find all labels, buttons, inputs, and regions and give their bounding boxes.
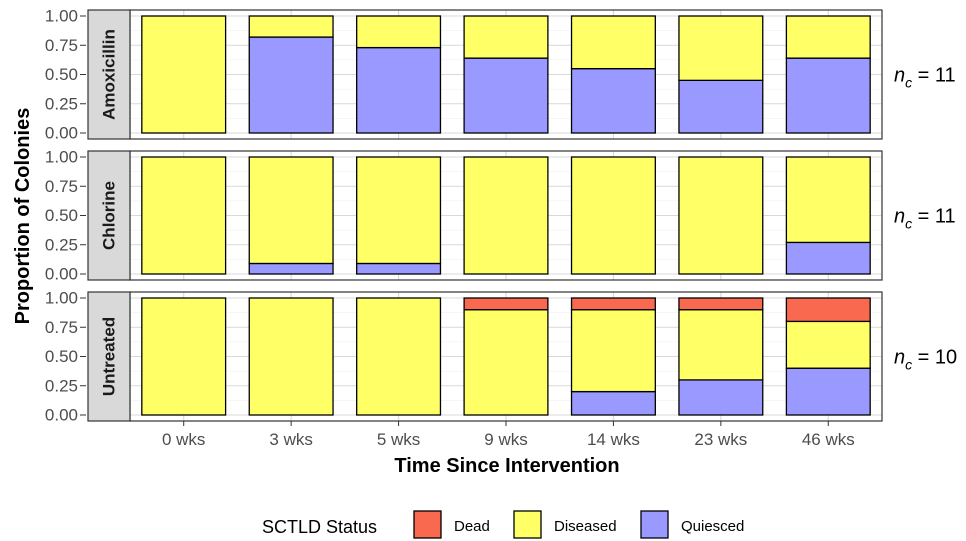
y-tick-label: 0.25 — [45, 94, 78, 113]
bar-diseased — [141, 15, 227, 134]
bar-quiesced — [248, 36, 334, 134]
x-tick-label: 3 wks — [269, 430, 312, 449]
legend-title: SCTLD Status — [262, 517, 377, 537]
bar-diseased — [248, 15, 334, 38]
bar-diseased — [570, 309, 656, 393]
y-axis-title: Proportion of Colonies — [12, 108, 34, 325]
bar-diseased — [248, 156, 334, 265]
legend: SCTLD Status Dead Diseased Quiesced — [262, 510, 744, 539]
bar-diseased — [463, 156, 549, 275]
bar-diseased — [678, 156, 764, 275]
legend-label: Dead — [454, 518, 490, 535]
y-tick-label: 0.00 — [45, 406, 78, 425]
bar-diseased — [248, 297, 334, 416]
x-tick-label: 46 wks — [802, 430, 855, 449]
bar-diseased — [463, 15, 549, 59]
legend-label: Diseased — [554, 518, 617, 535]
y-tick-label: 0.75 — [45, 318, 78, 337]
panel-chlorine: Chlorine 0.00 0.25 0.50 0.75 1.00 nc = 11 — [45, 148, 956, 284]
facet-strip — [87, 9, 131, 140]
bar-quiesced — [570, 68, 656, 134]
bar-diseased — [785, 320, 871, 369]
x-tick-label: 23 wks — [694, 430, 747, 449]
y-tick-label: 0.50 — [45, 65, 78, 84]
y-tick-label: 0.25 — [45, 376, 78, 395]
bar-quiesced — [356, 262, 442, 275]
y-tick-label: 1.00 — [45, 148, 78, 167]
x-tick-label: 9 wks — [484, 430, 527, 449]
bar-diseased — [785, 156, 871, 244]
bar-diseased — [356, 156, 442, 265]
y-tick-label: 0.50 — [45, 206, 78, 225]
bar-quiesced — [785, 241, 871, 275]
bar-dead — [570, 297, 656, 311]
facet-strip — [87, 150, 131, 281]
bar-dead — [678, 297, 764, 311]
y-tick-label: 0.50 — [45, 347, 78, 366]
y-tick-label: 0.75 — [45, 36, 78, 55]
x-tick-label: 5 wks — [377, 430, 420, 449]
bar-dead — [463, 297, 549, 311]
legend-key-quiesced — [640, 510, 669, 539]
bar-quiesced — [570, 390, 656, 416]
panel-amoxicillin: Amoxicillin 0.00 0.25 0.50 0.75 1.00 nc = 11 — [45, 7, 956, 143]
y-tick-label: 0.75 — [45, 177, 78, 196]
legend-label: Quiesced — [681, 518, 744, 535]
facet-label: Chlorine — [100, 181, 119, 250]
bar-diseased — [678, 309, 764, 381]
bar-diseased — [141, 156, 227, 275]
legend-key-dead — [413, 510, 442, 539]
sample-size-label: nc = 11 — [894, 206, 956, 232]
bar-diseased — [785, 15, 871, 59]
bar-diseased — [141, 297, 227, 416]
bar-quiesced — [248, 262, 334, 275]
y-tick-label: 0.00 — [45, 124, 78, 143]
bar-diseased — [356, 15, 442, 49]
bar-diseased — [570, 156, 656, 275]
facet-strip — [87, 291, 131, 422]
y-tick-label: 0.00 — [45, 265, 78, 284]
x-axis: 0 wks 3 wks 5 wks 9 wks 14 wks 23 wks 46 wks — [162, 421, 855, 449]
bar-diseased — [570, 15, 656, 70]
bar-dead — [785, 297, 871, 323]
y-tick-label: 0.25 — [45, 235, 78, 254]
y-tick-label: 1.00 — [45, 289, 78, 308]
bar-quiesced — [678, 79, 764, 134]
sample-size-label: nc = 10 — [894, 347, 957, 373]
bar-diseased — [678, 15, 764, 81]
legend-key-diseased — [513, 510, 542, 539]
panel-untreated: Untreated 0.00 0.25 0.50 0.75 1.00 nc = 10 — [45, 289, 957, 425]
bar-quiesced — [463, 57, 549, 134]
bar-quiesced — [785, 367, 871, 416]
x-tick-label: 14 wks — [587, 430, 640, 449]
bar-diseased — [463, 309, 549, 416]
x-axis-title: Time Since Intervention — [394, 455, 619, 477]
x-tick-label: 0 wks — [162, 430, 205, 449]
facet-label: Amoxicillin — [100, 29, 119, 120]
y-tick-label: 1.00 — [45, 7, 78, 26]
bar-quiesced — [356, 46, 442, 134]
bar-diseased — [356, 297, 442, 416]
bar-quiesced — [678, 379, 764, 416]
facet-label: Untreated — [100, 317, 119, 396]
bar-quiesced — [785, 57, 871, 134]
sample-size-label: nc = 11 — [894, 65, 956, 91]
